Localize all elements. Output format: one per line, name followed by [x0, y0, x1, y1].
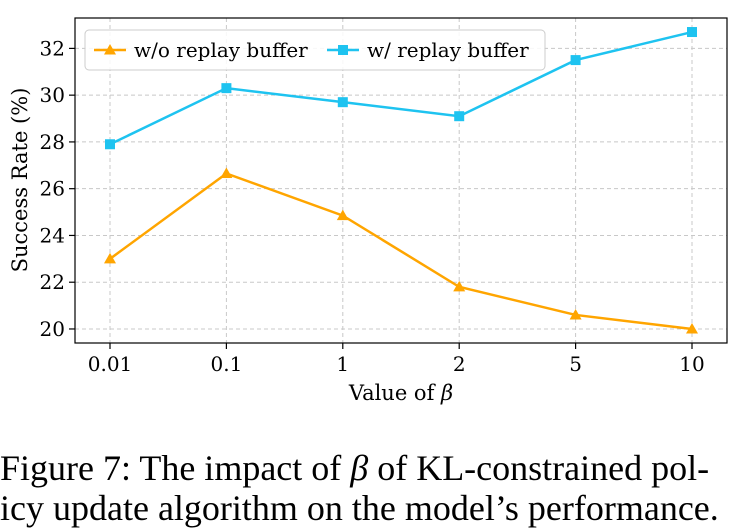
- figure-caption: Figure 7: The impact of β of KL-constrai…: [0, 448, 742, 528]
- series-line-0: [109, 172, 693, 331]
- caption-text-b: of KL-constrained pol-: [368, 448, 710, 488]
- data-point-triangle: [453, 280, 466, 292]
- y-tick-label: 22: [40, 270, 65, 294]
- x-tick-label: 5: [569, 352, 582, 376]
- data-point-triangle: [104, 252, 116, 264]
- y-axis-label: Success Rate (%): [8, 88, 32, 273]
- y-tick-label: 28: [40, 130, 65, 154]
- x-tick-label: 1: [336, 352, 349, 376]
- y-tick-label: 20: [40, 317, 65, 341]
- legend: w/o replay buffer w/ replay buffer: [84, 29, 546, 71]
- y-tick-label: 24: [40, 223, 65, 247]
- data-point-square: [221, 83, 232, 94]
- line-chart: 20 22 24 26 28 30 32 0.01 0.1 1 2 5 10 Success Rate…: [8, 17, 728, 405]
- legend-box: [84, 29, 546, 71]
- legend-marker-square-icon: [338, 45, 348, 55]
- x-tick-label: 0.01: [88, 352, 133, 376]
- y-tick-label: 30: [40, 83, 65, 107]
- x-tick-label: 2: [453, 352, 466, 376]
- data-point-triangle: [336, 209, 349, 221]
- y-tick-label: 26: [40, 177, 65, 201]
- x-axis-label: Value of β: [348, 381, 453, 405]
- caption-symbol: β: [350, 448, 369, 488]
- data-point-square: [687, 27, 697, 38]
- y-axis-ticks: 20 22 24 26 28 30 32: [40, 36, 75, 341]
- legend-label-wo: w/o replay buffer: [134, 38, 308, 62]
- series-line-1: [109, 30, 693, 146]
- caption-line-1: Figure 7: The impact of β of KL-constrai…: [0, 448, 742, 488]
- x-axis-label-symbol: β: [440, 381, 453, 405]
- data-point-square: [454, 111, 465, 122]
- x-tick-label: 10: [679, 352, 704, 376]
- series-layer: [104, 27, 698, 334]
- data-point-square: [570, 55, 581, 66]
- caption-line-2: icy update algorithm on the model’s perf…: [0, 488, 719, 528]
- y-tick-label: 32: [40, 36, 65, 60]
- plot-frame: [74, 17, 728, 344]
- data-point-square: [105, 139, 115, 150]
- data-point-triangle: [686, 322, 698, 334]
- data-point-triangle: [220, 167, 233, 178]
- legend-marker-triangle-icon: [104, 44, 116, 55]
- legend-label-w: w/ replay buffer: [367, 38, 529, 62]
- x-axis-ticks: 0.01 0.1 1 2 5 10: [88, 343, 705, 376]
- x-tick-label: 0.1: [210, 352, 242, 376]
- data-point-square: [337, 97, 348, 108]
- data-point-triangle: [569, 308, 582, 320]
- caption-text-a: Figure 7: The impact of: [0, 448, 351, 488]
- x-axis-label-text: Value of: [348, 381, 441, 405]
